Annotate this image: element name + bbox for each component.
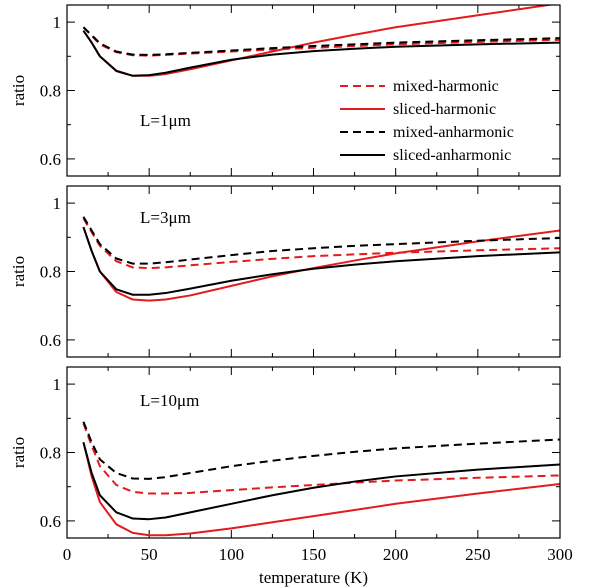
legend-item: sliced-anharmonic (340, 147, 511, 164)
legend-item: mixed-harmonic (340, 78, 499, 95)
y-tick-label: 0.6 (40, 150, 61, 169)
panel-1: 0.6 0.8 1 ratio L=1μm (9, 4, 561, 177)
x-tick-label: 300 (547, 545, 573, 564)
series-group (82, 421, 560, 537)
series-line-sliced-anharmonic (82, 30, 560, 77)
x-tick-label: 150 (301, 545, 327, 564)
x-tick-label: 50 (141, 545, 158, 564)
y-tick-label: 0.8 (40, 82, 61, 101)
y-axis-label: ratio (9, 75, 28, 106)
panel-label: L=3μm (140, 208, 191, 227)
series-line-sliced-anharmonic (82, 441, 560, 521)
series-group (82, 5, 560, 77)
y-axis-label: ratio (9, 437, 28, 468)
series-line-mixed-anharmonic (82, 421, 560, 480)
panels-group: 0.6 0.8 1 ratio L=1μm 0.6 0.8 1 ratio L=3μm 0.6 0.8… (9, 4, 573, 564)
series-line-sliced-anharmonic (82, 226, 560, 296)
plot-frame (66, 4, 561, 177)
plot-frame (66, 185, 561, 358)
series-line-mixed-harmonic (82, 423, 560, 495)
y-tick-label: 1 (53, 13, 62, 32)
y-tick-label: 0.8 (40, 444, 61, 463)
x-axis-label: temperature (K) (259, 568, 368, 587)
x-tick-label: 0 (63, 545, 72, 564)
legend-label: sliced-anharmonic (393, 147, 511, 164)
series-line-sliced-harmonic (82, 442, 560, 537)
legend-label: mixed-harmonic (393, 78, 499, 95)
legend-label: sliced-harmonic (393, 101, 496, 118)
x-tick-label: 250 (465, 545, 491, 564)
y-tick-label: 1 (53, 194, 62, 213)
panel-2: 0.6 0.8 1 ratio L=3μm (9, 185, 561, 358)
x-tick-label: 100 (219, 545, 245, 564)
legend: mixed-harmonic sliced-harmonic mixed-anhar… (340, 78, 514, 164)
legend-label: mixed-anharmonic (393, 124, 514, 141)
x-tick-label: 200 (383, 545, 409, 564)
legend-item: sliced-harmonic (340, 101, 496, 118)
series-line-sliced-harmonic (82, 5, 556, 77)
series-line-mixed-anharmonic (82, 26, 560, 56)
series-line-mixed-anharmonic (82, 216, 560, 265)
panel-label: L=1μm (140, 111, 191, 130)
y-axis-label: ratio (9, 256, 28, 287)
legend-item: mixed-anharmonic (340, 124, 514, 141)
y-tick-label: 0.6 (40, 331, 61, 350)
series-group (82, 216, 560, 302)
panel-label: L=10μm (140, 391, 199, 410)
series-line-mixed-harmonic (82, 217, 560, 270)
y-tick-label: 0.6 (40, 512, 61, 531)
y-tick-label: 1 (53, 375, 62, 394)
plot-frame (66, 366, 561, 539)
y-tick-label: 0.8 (40, 263, 61, 282)
panel-3: 0.6 0.8 1 ratio L=10μm (9, 366, 561, 539)
